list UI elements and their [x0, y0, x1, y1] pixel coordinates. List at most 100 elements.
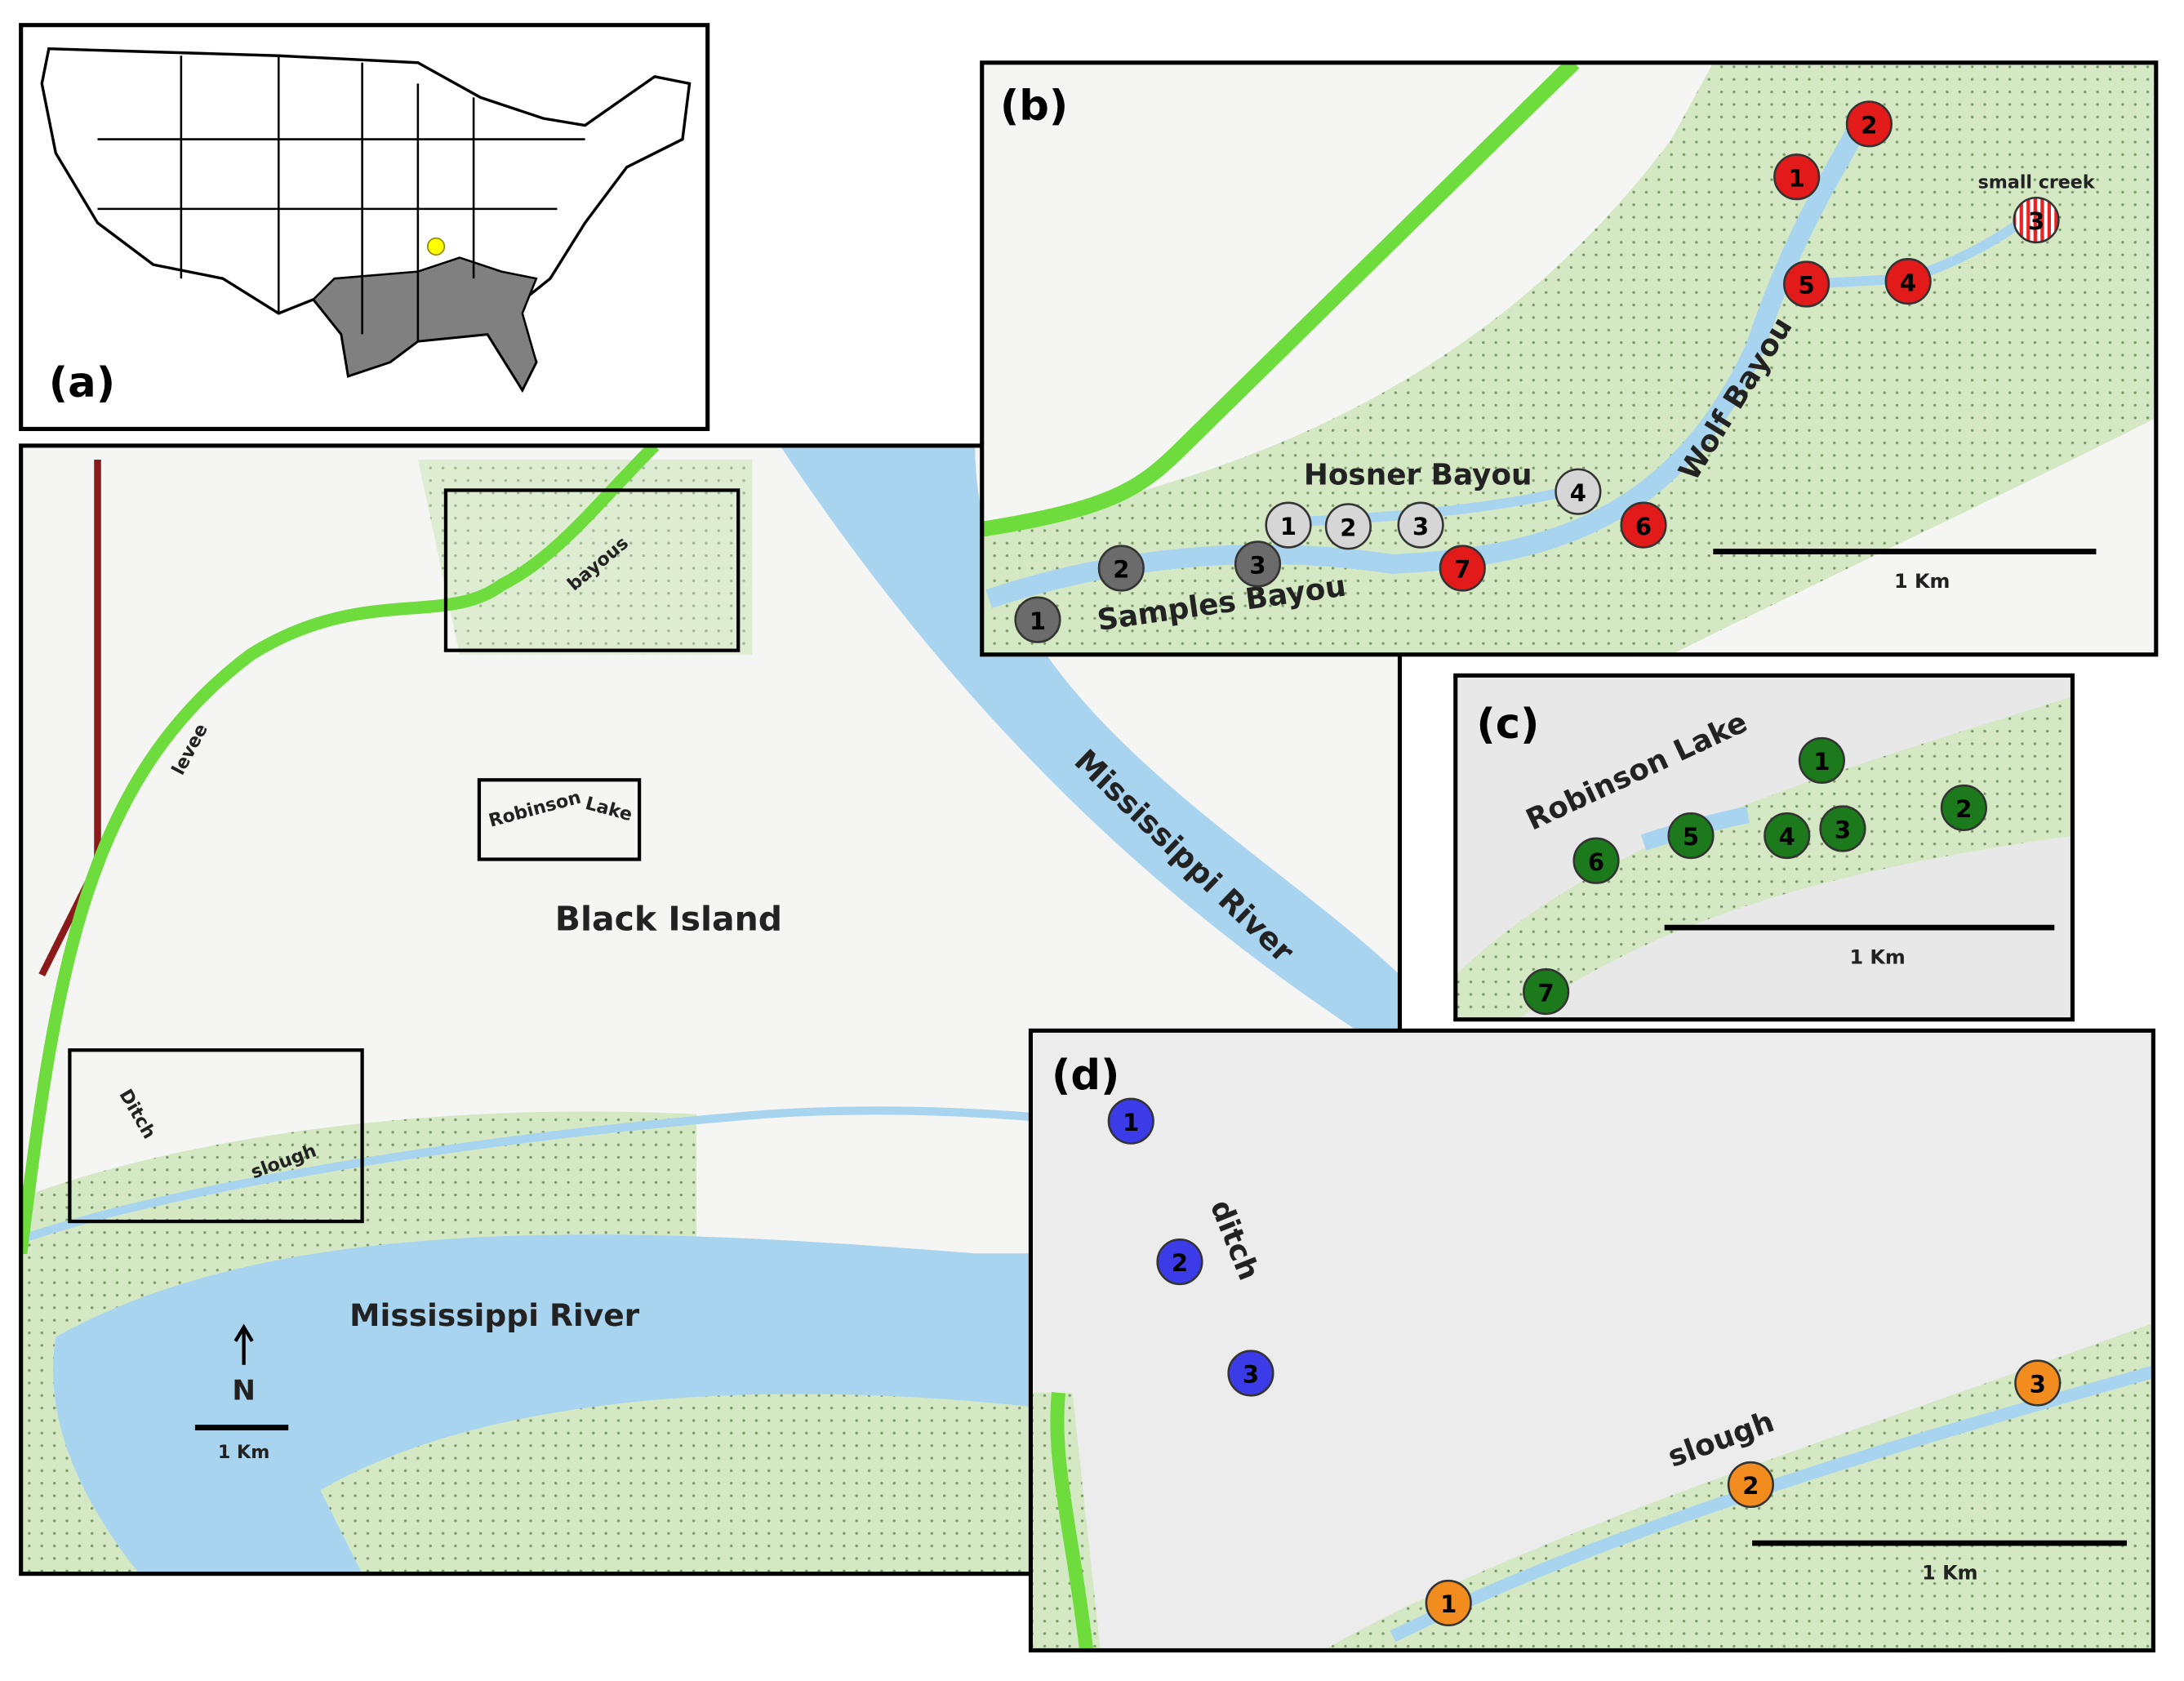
site-marker: 1: [1798, 736, 1845, 784]
site-dot: [1227, 1350, 1274, 1397]
site-marker: 4: [1884, 258, 1932, 305]
site-marker: 2: [1940, 784, 1987, 831]
site-label: 3: [1835, 816, 1851, 844]
site-label: 1: [1030, 607, 1046, 635]
site-label: 3: [2030, 1371, 2046, 1399]
panel-label: (a): [49, 359, 115, 407]
site-label: 5: [1799, 272, 1815, 300]
site-dot: [1555, 468, 1602, 515]
panel-label: (b): [1000, 82, 1068, 131]
site-label: 2: [1340, 514, 1356, 542]
site-marker: 2: [1727, 1461, 1774, 1509]
panel-b: Hosner Bayou Wolf Bayou Samples Bayou sm…: [981, 62, 2156, 655]
site-marker: 4: [1555, 468, 1602, 515]
scale-label: 1 Km: [1894, 570, 1950, 593]
site-dot: [1234, 540, 1282, 588]
site-dot: [1667, 812, 1715, 860]
site-dot: [1107, 1097, 1154, 1145]
site-dot: [1425, 1579, 1472, 1627]
panel-a: (a): [19, 23, 710, 431]
site-dot: [1324, 503, 1372, 550]
site-marker: 3: [2013, 196, 2060, 244]
site-marker: 1: [1265, 501, 1312, 549]
place-label: Mississippi River: [349, 1297, 640, 1333]
site-label: 3: [2028, 207, 2044, 235]
place-label: Hosner Bayou: [1304, 459, 1532, 492]
site-label: 3: [1243, 1361, 1259, 1389]
site-marker: 3: [2014, 1359, 2062, 1407]
site-label: 1: [1280, 513, 1297, 540]
site-dot: [1572, 837, 1620, 884]
site-label: 1: [1440, 1590, 1457, 1618]
site-dot: [1397, 501, 1444, 549]
panel-label: (d): [1052, 1052, 1119, 1100]
scale-label: 1 Km: [218, 1442, 269, 1463]
site-marker: 3: [1819, 805, 1866, 852]
site-dot: [1783, 260, 1830, 308]
site-dot: [1819, 805, 1866, 852]
site-marker: 1: [1107, 1097, 1154, 1145]
site-marker: 2: [1156, 1238, 1203, 1286]
site-label: 4: [1900, 269, 1916, 296]
site-label: 1: [1123, 1109, 1139, 1136]
site-marker: 2: [1324, 503, 1372, 550]
site-dot: [1727, 1461, 1774, 1509]
site-label: 2: [1113, 556, 1129, 584]
site-dot: [1940, 784, 1987, 831]
place-label: Black Island: [555, 900, 782, 939]
site-marker: 4: [1764, 812, 1811, 860]
site-marker: 3: [1234, 540, 1282, 588]
site-dot: [1014, 596, 1061, 643]
site-dot: [1156, 1238, 1203, 1286]
site-dot: [1773, 153, 1821, 201]
site-label: 7: [1538, 979, 1555, 1007]
site-label: 3: [1412, 513, 1429, 540]
site-dot: [1798, 736, 1845, 784]
site-marker: 3: [1227, 1350, 1274, 1397]
site-label: 2: [1861, 112, 1877, 140]
site-marker: 7: [1523, 968, 1570, 1016]
site-marker: 5: [1783, 260, 1830, 308]
site-label: 1: [1789, 164, 1805, 192]
site-dot: [1764, 812, 1811, 860]
site-marker: 3: [1397, 501, 1444, 549]
site-dot: [2014, 1359, 2062, 1407]
site-label: 2: [1955, 795, 1972, 823]
site-marker: 5: [1667, 812, 1715, 860]
site-dot: [1439, 545, 1486, 592]
site-marker: 1: [1773, 153, 1821, 201]
site-label: 6: [1588, 848, 1604, 876]
site-dot: [1523, 968, 1570, 1016]
scale-label: 1 Km: [1849, 945, 1905, 968]
site-dot: [1845, 100, 1893, 148]
site-label: 4: [1779, 823, 1795, 851]
site-dot: [1097, 545, 1145, 592]
site-dot: [1884, 258, 1932, 305]
site-label: 7: [1454, 556, 1470, 584]
main-map: levee bayous Robinson Lake Black Island …: [20, 445, 1400, 1574]
site-label: 1: [1813, 748, 1830, 776]
site-label: 2: [1742, 1472, 1759, 1500]
site-dot: [1265, 501, 1312, 549]
scale-label: 1 Km: [1922, 1561, 1977, 1584]
site-marker: 2: [1097, 545, 1145, 592]
site-label: 4: [1570, 479, 1586, 507]
site-label: 6: [1635, 513, 1652, 540]
site-marker: 2: [1845, 100, 1893, 148]
site-label: 5: [1683, 823, 1699, 851]
place-label: small creek: [1978, 171, 2096, 193]
site-label: 3: [1249, 552, 1265, 580]
panel-label: (c): [1476, 700, 1539, 749]
site-dot: [2013, 196, 2060, 244]
site-label: 2: [1172, 1249, 1188, 1277]
north-arrow: N: [232, 1374, 256, 1407]
site-marker: 6: [1620, 501, 1667, 549]
site-marker: 6: [1572, 837, 1620, 884]
site-dot: [1620, 501, 1667, 549]
site-marker: 7: [1439, 545, 1486, 592]
site-marker: 1: [1014, 596, 1061, 643]
site-marker: 1: [1425, 1579, 1472, 1627]
